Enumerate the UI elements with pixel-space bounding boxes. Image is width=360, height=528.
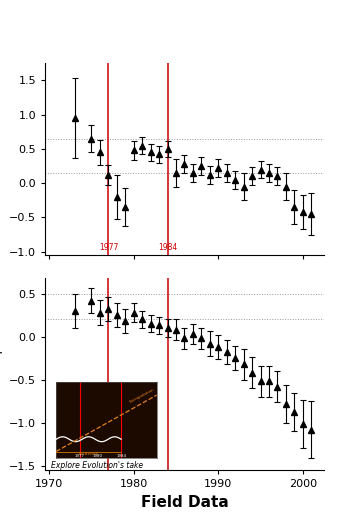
X-axis label: Field Data: Field Data [141, 495, 228, 510]
Text: Explore Evolution's take: Explore Evolution's take [50, 461, 143, 470]
Text: 1977: 1977 [99, 243, 118, 252]
Text: 1984: 1984 [158, 243, 177, 252]
Y-axis label: Beak size: Beak size [0, 129, 3, 189]
Y-axis label: Beak shape: Beak shape [0, 337, 3, 411]
